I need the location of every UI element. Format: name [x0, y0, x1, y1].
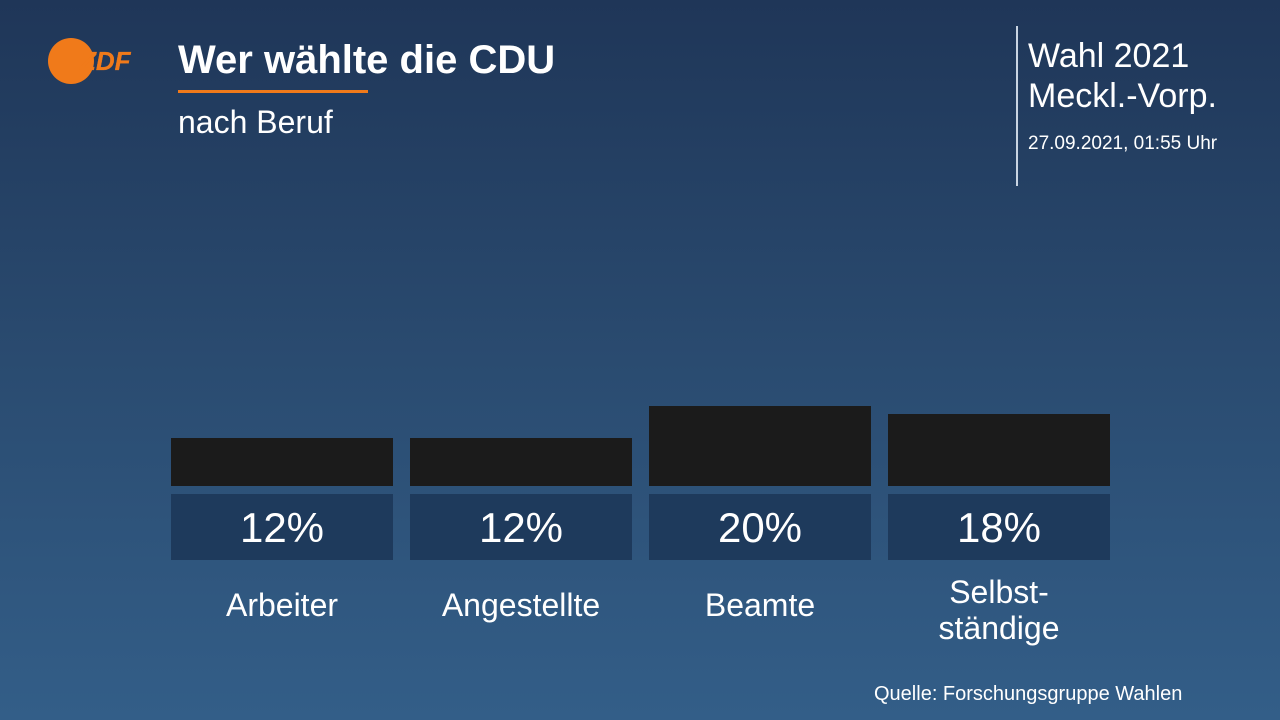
value-box-3	[649, 494, 871, 560]
zdf-logo: ZDF	[48, 38, 132, 84]
category-label-4-line-1: Selbst-	[949, 574, 1049, 610]
logo-text: ZDF	[79, 46, 132, 76]
value-box-1	[171, 494, 393, 560]
value-box-2	[410, 494, 632, 560]
title-underline	[178, 90, 368, 93]
value-label-4: 18%	[957, 504, 1041, 551]
value-label-1: 12%	[240, 504, 324, 551]
meta-divider	[1016, 26, 1018, 186]
category-label-4-line-2: ständige	[939, 610, 1060, 646]
category-label-1: Arbeiter	[226, 587, 338, 623]
region-label: Meckl.-Vorp.	[1028, 77, 1217, 115]
bar-2	[410, 438, 632, 486]
source-note: Quelle: Forschungsgruppe Wahlen	[874, 683, 1183, 705]
bar-4	[888, 414, 1110, 486]
value-label-2: 12%	[479, 504, 563, 551]
election-label: Wahl 2021	[1028, 37, 1190, 75]
chart-subtitle: nach Beruf	[178, 104, 333, 140]
category-label-3: Beamte	[705, 587, 815, 623]
chart-title: Wer wählte die CDU	[178, 38, 556, 82]
value-label-3: 20%	[718, 504, 802, 551]
bar-3	[649, 406, 871, 486]
timestamp: 27.09.2021, 01:55 Uhr	[1028, 133, 1218, 154]
category-label-2: Angestellte	[442, 587, 600, 623]
bar-1	[171, 438, 393, 486]
value-box-4	[888, 494, 1110, 560]
